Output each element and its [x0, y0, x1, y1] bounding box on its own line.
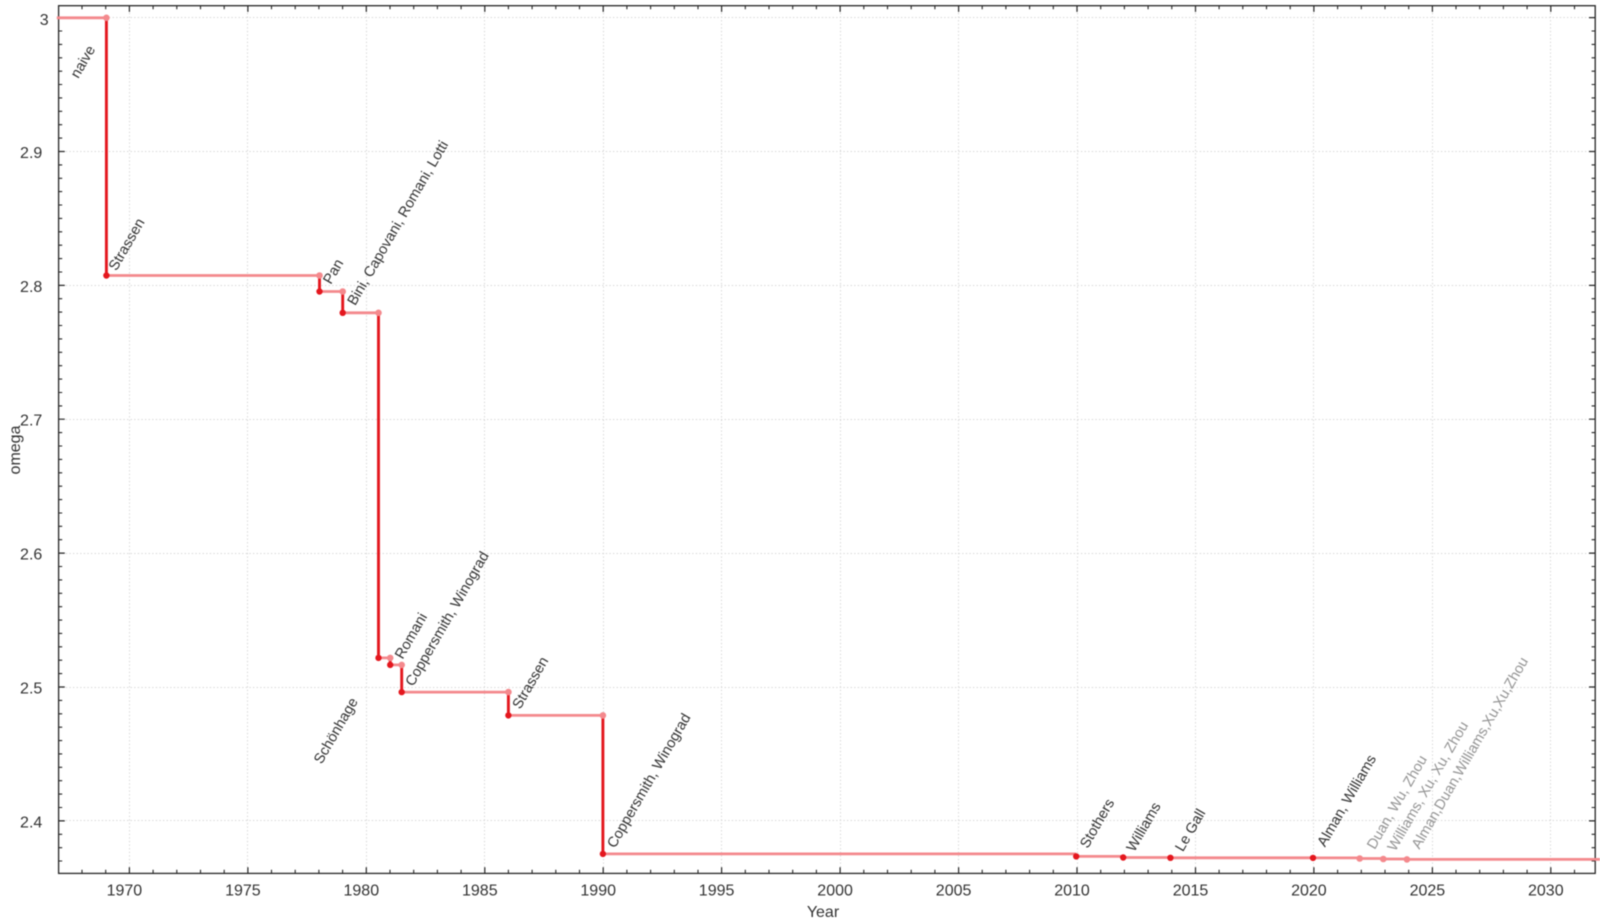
svg-text:1990: 1990 [580, 883, 616, 900]
svg-text:2005: 2005 [936, 883, 972, 900]
svg-text:omega: omega [7, 425, 24, 474]
svg-text:2010: 2010 [1054, 883, 1090, 900]
svg-text:1995: 1995 [699, 883, 735, 900]
svg-text:2030: 2030 [1528, 883, 1564, 900]
svg-text:2020: 2020 [1291, 883, 1327, 900]
svg-text:2.7: 2.7 [20, 413, 42, 430]
svg-text:2.4: 2.4 [20, 814, 42, 831]
svg-text:1970: 1970 [107, 883, 143, 900]
svg-text:2025: 2025 [1410, 883, 1446, 900]
svg-text:Year: Year [807, 904, 840, 920]
svg-text:2.5: 2.5 [20, 681, 42, 698]
svg-text:2.6: 2.6 [20, 547, 42, 564]
svg-text:2000: 2000 [817, 883, 853, 900]
svg-text:2.9: 2.9 [20, 145, 42, 162]
svg-text:2.8: 2.8 [20, 279, 42, 296]
svg-text:1985: 1985 [462, 883, 498, 900]
svg-text:3: 3 [40, 12, 49, 29]
svg-text:1980: 1980 [344, 883, 380, 900]
svg-text:1975: 1975 [225, 883, 261, 900]
svg-text:2015: 2015 [1173, 883, 1209, 900]
